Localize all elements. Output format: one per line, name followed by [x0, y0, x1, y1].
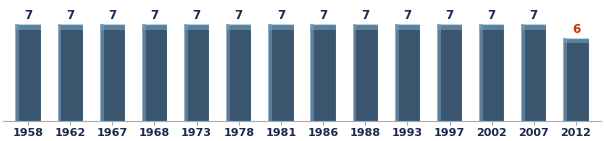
Text: 7: 7: [403, 9, 411, 22]
Bar: [226, 24, 230, 121]
Bar: [268, 24, 294, 121]
Bar: [16, 24, 19, 121]
Bar: [142, 24, 146, 121]
Text: 6: 6: [572, 23, 580, 36]
Bar: [310, 24, 314, 121]
Bar: [268, 24, 294, 30]
Bar: [100, 24, 103, 121]
Bar: [184, 24, 209, 30]
Bar: [521, 24, 525, 121]
Bar: [142, 24, 167, 30]
Bar: [100, 24, 125, 121]
Bar: [16, 24, 40, 121]
Bar: [310, 24, 336, 121]
Bar: [521, 24, 547, 121]
Text: 7: 7: [445, 9, 454, 22]
Bar: [564, 38, 588, 121]
Bar: [57, 24, 62, 121]
Bar: [395, 24, 399, 121]
Bar: [310, 24, 336, 30]
Text: 7: 7: [235, 9, 243, 22]
Text: 7: 7: [24, 9, 32, 22]
Bar: [100, 24, 125, 30]
Bar: [184, 24, 188, 121]
Text: 7: 7: [361, 9, 369, 22]
Bar: [437, 24, 441, 121]
Bar: [353, 24, 356, 121]
Bar: [353, 24, 378, 121]
Text: 7: 7: [66, 9, 74, 22]
Text: 7: 7: [530, 9, 538, 22]
Text: 7: 7: [277, 9, 285, 22]
Bar: [564, 38, 567, 121]
Text: 7: 7: [193, 9, 201, 22]
Text: 7: 7: [487, 9, 496, 22]
Bar: [395, 24, 420, 30]
Bar: [521, 24, 547, 30]
Bar: [184, 24, 209, 121]
Text: 7: 7: [150, 9, 159, 22]
Bar: [226, 24, 251, 30]
Bar: [142, 24, 167, 121]
Bar: [353, 24, 378, 30]
Bar: [479, 24, 504, 30]
Bar: [268, 24, 272, 121]
Bar: [57, 24, 83, 121]
Bar: [564, 38, 588, 43]
Bar: [57, 24, 83, 30]
Bar: [479, 24, 504, 121]
Bar: [437, 24, 462, 121]
Bar: [16, 24, 40, 30]
Bar: [437, 24, 462, 30]
Bar: [479, 24, 483, 121]
Bar: [395, 24, 420, 121]
Text: 7: 7: [108, 9, 117, 22]
Text: 7: 7: [319, 9, 327, 22]
Bar: [226, 24, 251, 121]
